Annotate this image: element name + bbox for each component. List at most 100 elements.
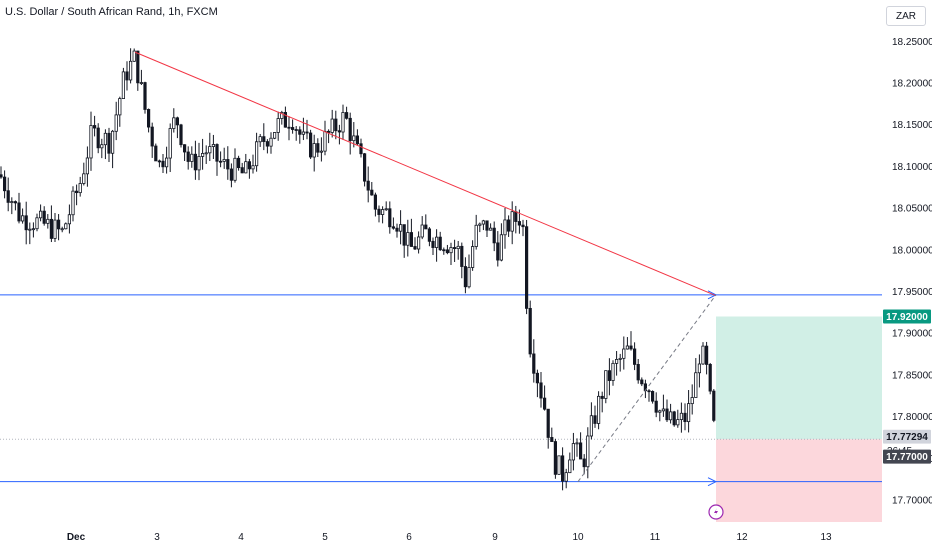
candle-body [330,118,334,133]
candle [409,218,414,247]
candle-body [546,408,550,438]
candle-body [298,129,302,135]
candle [251,154,255,174]
candle [712,389,716,423]
time-axis-label: 4 [238,532,244,543]
candle [607,358,612,396]
candle [708,362,712,395]
candle [625,337,630,350]
candle-body [438,236,442,251]
candle [676,409,680,428]
candle [683,403,687,431]
candle-body [312,143,316,158]
candle-body [550,437,554,442]
candle [488,223,493,231]
candle-body [175,117,179,126]
candle-body [341,112,345,133]
candle-body [204,152,208,155]
price-axis-label: 17.70000 [892,496,932,507]
candle-body [640,379,644,385]
candle-body [359,143,363,155]
candle-body [676,419,680,426]
candle-body [53,219,57,239]
candle-body [535,372,540,384]
candle [474,214,478,250]
candle-body [553,441,558,475]
candle [334,110,338,140]
candle-body [244,161,248,174]
candle [344,106,349,120]
candle-body [452,247,457,250]
candle [622,336,626,370]
candle [669,403,673,424]
candle-body [276,118,280,133]
target-zone [716,316,882,440]
candle-body [402,224,406,246]
currency-selector[interactable]: ZAR [886,6,926,26]
candle [380,206,385,224]
candle-body [679,412,684,420]
candle [157,159,161,168]
candle [442,247,446,255]
candle [561,447,565,491]
candle [701,342,705,365]
candle-body [337,130,342,133]
candle-body [499,234,504,261]
target-price-badge: 17.92000 [886,312,928,323]
candle [182,144,187,162]
candle-body [348,117,352,142]
candle-body [557,455,561,475]
candle [362,152,367,187]
time-axis-label: 12 [736,532,748,543]
candle-body [150,126,154,147]
candle [651,390,655,404]
candle-body [384,208,388,211]
candle [24,201,28,245]
candle-body [420,224,424,238]
candle [535,369,540,398]
lightning-icon[interactable] [708,504,724,520]
candle [323,120,327,156]
candle [312,134,316,172]
candle-body [629,345,633,350]
candle-body [111,130,115,154]
candle-body [690,397,694,405]
candle [64,222,68,230]
price-axis-label: 18.20000 [892,79,932,90]
candle [492,221,496,252]
candle-body [398,224,403,232]
price-axis-label: 18.15000 [892,120,932,131]
candle-body [424,224,428,230]
candle-body [157,160,161,163]
candle-body [287,126,291,129]
candle [463,257,468,294]
candle-body [521,224,525,228]
candle-body [186,151,190,162]
candle [125,61,129,91]
candle-body [128,60,133,81]
candle-body [481,220,486,225]
candle-body [370,189,374,196]
candle [503,207,507,249]
candle [154,143,158,162]
last-price-badge: 17.77294 [886,432,928,443]
candle-body [139,82,143,84]
candle-body [416,236,421,250]
candle-body [366,180,370,191]
candle-body [272,132,277,139]
price-axis-label: 17.85000 [892,370,932,381]
candle [143,81,147,114]
candle-body [6,190,10,203]
candle-body [600,395,604,399]
candle [654,392,658,418]
candle [200,138,205,170]
stop-price-badge-bg [883,449,931,464]
candle [553,438,558,479]
candle [402,224,406,258]
candle-body [647,390,651,393]
candle [413,237,417,250]
candle [470,240,475,271]
candle [2,170,7,199]
